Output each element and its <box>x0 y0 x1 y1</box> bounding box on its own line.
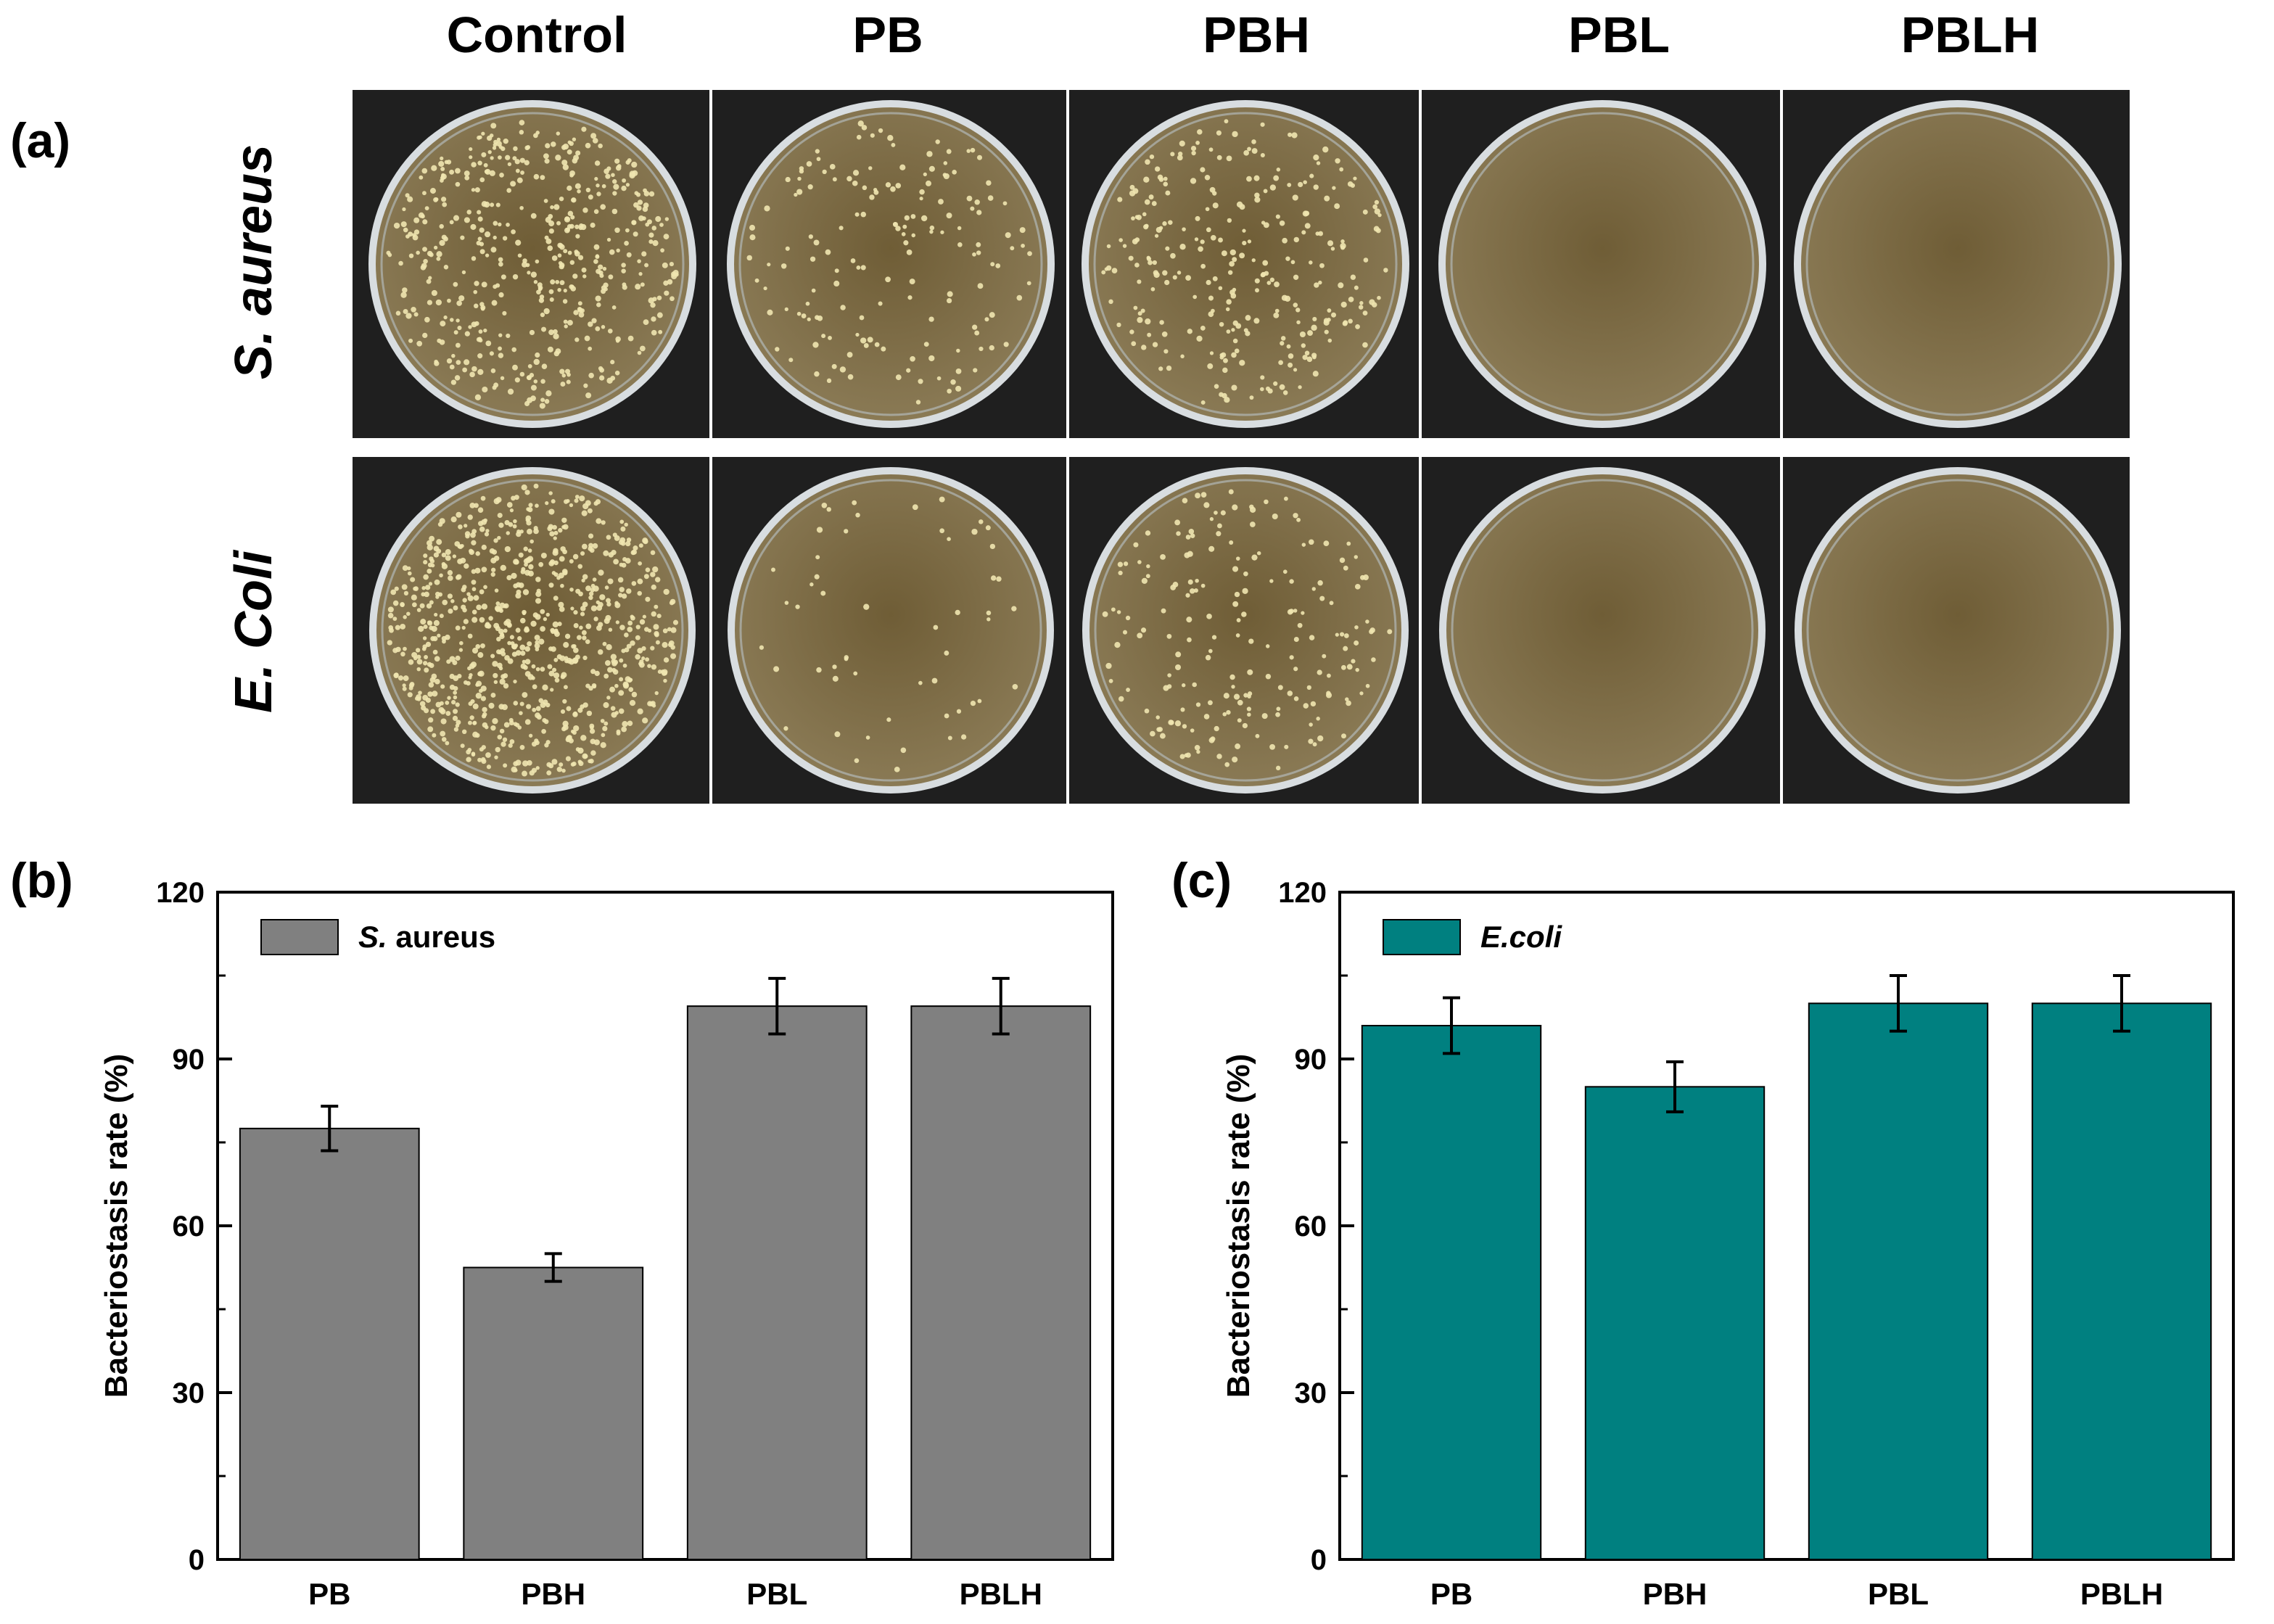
chart-b-bar-pbh <box>463 1266 644 1560</box>
chart-c-ytick-label-0: 0 <box>1311 1544 1327 1576</box>
column-header-pbh: PBH <box>1203 7 1310 63</box>
chart-b-ytick-label-60: 60 <box>173 1211 205 1242</box>
chart-b-xtick-label-pblh: PBLH <box>960 1577 1042 1611</box>
plate-agar-s-aureus-pbl <box>1446 107 1759 421</box>
chart-c-ytick-label-120: 120 <box>1278 877 1327 909</box>
chart-c-bar-pb <box>1361 1025 1542 1560</box>
chart-b-ytick-label-120: 120 <box>156 877 205 909</box>
column-header-control: Control <box>446 7 627 63</box>
plate-agar-e-coli-pblh <box>1802 474 2114 786</box>
chart-c-xtick-label-pbh: PBH <box>1643 1577 1707 1611</box>
chart-b-legend-swatch <box>260 919 339 955</box>
bar-chart-s-aureus: 0 30 60 90 120 Bacteriostasis rate (%) PB PBH PB… <box>99 877 1114 1611</box>
chart-b-xtick-label-pb: PB <box>308 1577 350 1611</box>
column-header-pblh: PBLH <box>1900 7 2040 63</box>
chart-c-ytick-label-60: 60 <box>1295 1211 1327 1242</box>
chart-c-xtick-label-pbl: PBL <box>1868 1577 1929 1611</box>
chart-b-legend-label: S. aureus <box>358 920 495 954</box>
chart-b-ytick-label-90: 90 <box>173 1044 205 1076</box>
petri-plate-grid <box>353 90 2130 804</box>
column-header-pb: PB <box>852 7 923 63</box>
plate-agar-s-aureus-pblh <box>1801 107 2114 421</box>
chart-c-ytick-label-90: 90 <box>1295 1044 1327 1076</box>
chart-c-bar-pbh <box>1584 1086 1766 1561</box>
chart-b-bar-pb <box>239 1127 420 1561</box>
chart-b-ytick-label-30: 30 <box>173 1377 205 1409</box>
chart-c-y-axis-label: Bacteriostasis rate (%) <box>1221 1054 1256 1398</box>
panel-c-label: (c) <box>1171 853 1232 908</box>
plate-agar-e-coli-pbh <box>1089 474 1401 786</box>
panel-b-label: (b) <box>10 853 73 908</box>
plate-agar-e-coli-pb <box>735 474 1047 786</box>
chart-b-bar-pbl <box>686 1005 868 1560</box>
chart-b-ytick-label-0: 0 <box>189 1544 205 1576</box>
plate-agar-s-aureus-control <box>376 107 689 421</box>
chart-c-bar-pblh <box>2031 1002 2212 1561</box>
chart-b-xtick-label-pbl: PBL <box>746 1577 807 1611</box>
chart-b-y-axis-label: Bacteriostasis rate (%) <box>99 1054 134 1398</box>
chart-c-bar-pbl <box>1808 1002 1989 1561</box>
plate-agar-e-coli-pbl <box>1446 474 1758 786</box>
chart-c-ytick-label-30: 30 <box>1295 1377 1327 1409</box>
chart-c-xtick-label-pblh: PBLH <box>2080 1577 2163 1611</box>
chart-c-legend-swatch <box>1383 919 1461 955</box>
chart-b-xtick-label-pbh: PBH <box>521 1577 585 1611</box>
column-header-pbl: PBL <box>1568 7 1670 63</box>
chart-c-legend-label: E.coli <box>1480 920 1562 954</box>
chart-b-bar-pblh <box>910 1005 1092 1560</box>
chart-c-xtick-label-pb: PB <box>1430 1577 1472 1611</box>
bar-chart-e-coli: 0 30 60 90 120 Bacteriostasis rate (%) PB PBH PB… <box>1221 877 2235 1611</box>
panel-a-label: (a) <box>10 113 71 168</box>
plate-agar-s-aureus-pb <box>734 107 1047 421</box>
